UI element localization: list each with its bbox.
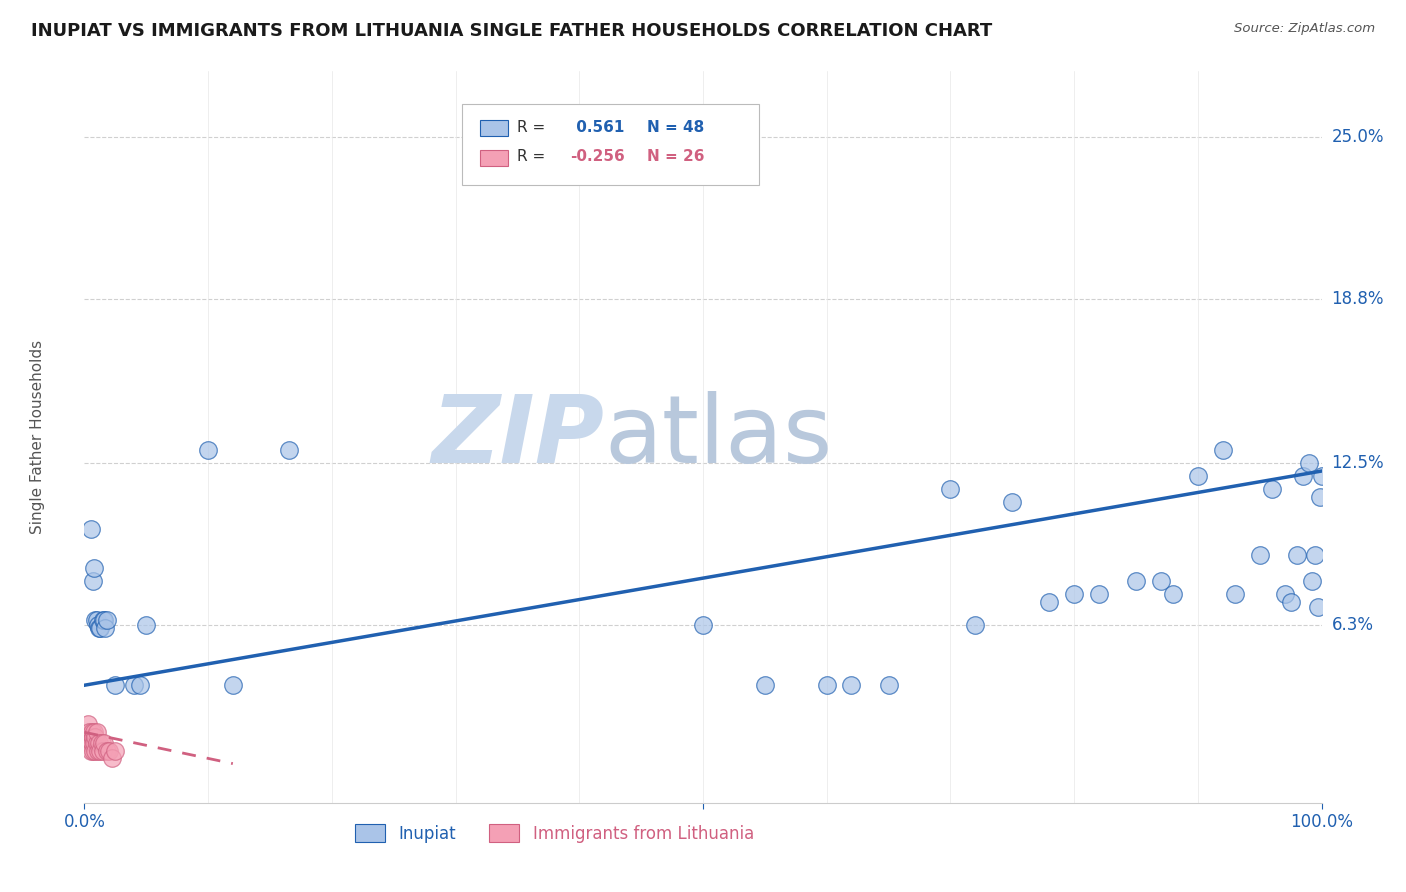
Point [87, 618, 110, 632]
Point [98, 743, 121, 757]
Legend: Inupiat, Immigrants from Lithuania: Inupiat, Immigrants from Lithuania [349, 818, 761, 849]
Point [86, 725, 108, 739]
Text: 0.561: 0.561 [571, 120, 624, 136]
Point [122, 678, 145, 692]
Point [1249, 548, 1271, 562]
Point [135, 618, 157, 632]
Point [93, 736, 115, 750]
Point [79, 725, 101, 739]
Point [77, 717, 100, 731]
Point [1274, 587, 1296, 601]
Point [1310, 469, 1333, 483]
Point [1038, 594, 1060, 608]
Text: 18.8%: 18.8% [1331, 290, 1384, 308]
Point [692, 618, 714, 632]
Point [90, 736, 112, 750]
Point [1309, 490, 1331, 504]
Point [1125, 574, 1147, 588]
Point [939, 483, 962, 497]
Point [91, 613, 114, 627]
Point [79, 736, 101, 750]
Point [1298, 456, 1320, 470]
Point [86, 736, 108, 750]
Point [1285, 548, 1308, 562]
Text: R =: R = [517, 150, 546, 164]
Text: atlas: atlas [605, 391, 832, 483]
Point [80, 725, 103, 739]
Point [89, 736, 111, 750]
Text: -0.256: -0.256 [571, 150, 626, 164]
Point [1305, 548, 1327, 562]
Point [100, 751, 122, 765]
Point [84, 743, 107, 757]
Point [79, 731, 101, 745]
Point [82, 743, 104, 757]
Point [84, 613, 107, 627]
Point [82, 574, 104, 588]
FancyBboxPatch shape [461, 104, 759, 185]
Text: 12.5%: 12.5% [1331, 454, 1384, 472]
Point [129, 678, 152, 692]
Point [965, 618, 987, 632]
Point [841, 678, 863, 692]
Point [82, 731, 104, 745]
Text: N = 26: N = 26 [647, 150, 704, 164]
Text: Source: ZipAtlas.com: Source: ZipAtlas.com [1234, 22, 1375, 36]
Point [83, 560, 105, 574]
Point [89, 743, 111, 757]
Text: ZIP: ZIP [432, 391, 605, 483]
Point [815, 678, 838, 692]
Text: N = 48: N = 48 [647, 120, 704, 136]
Point [1150, 574, 1173, 588]
Point [1001, 495, 1024, 509]
Point [1063, 587, 1085, 601]
Point [1212, 443, 1234, 458]
Text: 25.0%: 25.0% [1331, 128, 1384, 145]
Text: 6.3%: 6.3% [1331, 616, 1374, 634]
Point [80, 736, 103, 750]
Text: Single Father Households: Single Father Households [30, 340, 45, 534]
Text: INUPIAT VS IMMIGRANTS FROM LITHUANIA SINGLE FATHER HOUSEHOLDS CORRELATION CHART: INUPIAT VS IMMIGRANTS FROM LITHUANIA SIN… [31, 22, 993, 40]
Point [89, 621, 111, 635]
Text: R =: R = [517, 120, 546, 136]
Point [1187, 469, 1209, 483]
Bar [481, 120, 508, 136]
Point [1292, 469, 1315, 483]
Point [877, 678, 900, 692]
Point [1088, 587, 1111, 601]
Point [1301, 574, 1323, 588]
Point [79, 743, 101, 757]
Point [89, 621, 111, 635]
Point [84, 731, 107, 745]
Point [86, 613, 108, 627]
Point [87, 743, 110, 757]
Point [79, 521, 101, 535]
Point [754, 678, 776, 692]
Point [1261, 483, 1284, 497]
Point [277, 443, 299, 458]
Bar [481, 150, 508, 166]
Point [96, 613, 118, 627]
Point [96, 743, 118, 757]
Point [93, 613, 115, 627]
Point [1279, 594, 1302, 608]
Point [1306, 599, 1329, 614]
Point [83, 725, 105, 739]
Point [222, 678, 245, 692]
Point [91, 743, 114, 757]
Point [197, 443, 219, 458]
Point [76, 731, 98, 745]
Point [104, 678, 127, 692]
Point [83, 736, 105, 750]
Point [1161, 587, 1184, 601]
Point [1223, 587, 1246, 601]
Point [104, 743, 127, 757]
Point [94, 621, 117, 635]
